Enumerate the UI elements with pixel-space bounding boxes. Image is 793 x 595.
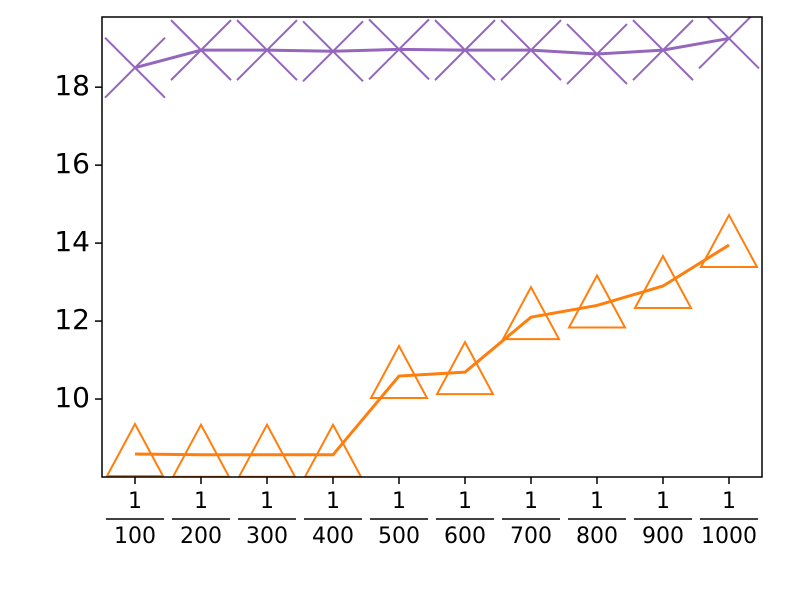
- x-tick-denominator: 500: [378, 524, 420, 549]
- x-marker: [236, 19, 298, 81]
- x-marker: [170, 19, 232, 81]
- x-marker: [500, 19, 562, 81]
- x-marker: [632, 19, 694, 81]
- x-tick-numerator: 1: [194, 489, 208, 514]
- x-tick-numerator: 1: [722, 489, 736, 514]
- x-tick-denominator: 800: [576, 524, 618, 549]
- triangle-marker: [567, 273, 627, 329]
- x-tick-denominator: 600: [444, 524, 486, 549]
- triangle-marker: [435, 340, 495, 396]
- triangle-marker: [171, 422, 231, 477]
- plot-area: [104, 17, 760, 477]
- series-line: [134, 243, 730, 457]
- triangle-marker: [237, 422, 297, 477]
- series-line: [134, 36, 730, 70]
- x-tick-denominator: 400: [312, 524, 354, 549]
- y-tick-label: 12: [54, 303, 90, 336]
- x-tick-denominator: 900: [642, 524, 684, 549]
- triangle-marker: [105, 421, 165, 477]
- x-marker: [434, 19, 496, 81]
- x-tick-denominator: 1000: [701, 524, 757, 549]
- y-tick-label: 10: [54, 381, 90, 414]
- x-tick-numerator: 1: [128, 489, 142, 514]
- y-tick-label: 14: [54, 225, 90, 258]
- x-tick-numerator: 1: [656, 489, 670, 514]
- x-tick-numerator: 1: [524, 489, 538, 514]
- x-tick-numerator: 1: [260, 489, 274, 514]
- x-tick-numerator: 1: [392, 489, 406, 514]
- x-tick-denominator: 100: [114, 524, 156, 549]
- y-tick-label: 16: [54, 147, 90, 180]
- x-marker: [302, 20, 364, 83]
- plot-frame: [101, 16, 763, 478]
- x-tick-numerator: 1: [458, 489, 472, 514]
- triangle-marker: [633, 253, 693, 309]
- x-tick-denominator: 700: [510, 524, 552, 549]
- x-marker: [698, 17, 760, 70]
- triangle-marker: [699, 212, 759, 269]
- x-tick-denominator: 200: [180, 524, 222, 549]
- triangle-marker: [501, 285, 561, 341]
- x-marker: [104, 36, 166, 99]
- x-tick-numerator: 1: [590, 489, 604, 514]
- x-tick-numerator: 1: [326, 489, 340, 514]
- triangle-marker: [369, 343, 429, 400]
- x-marker: [566, 23, 628, 85]
- x-tick-denominator: 300: [246, 524, 288, 549]
- x-marker: [368, 18, 430, 81]
- y-tick-label: 18: [54, 69, 90, 102]
